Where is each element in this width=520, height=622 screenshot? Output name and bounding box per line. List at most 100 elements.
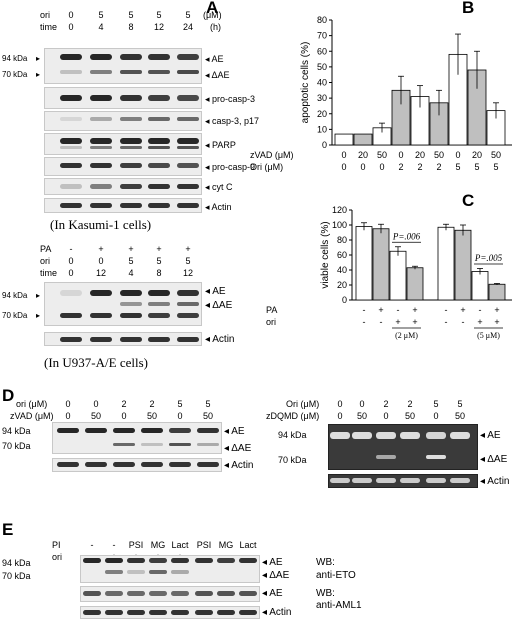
blot-band [120,70,142,74]
blot-band [330,432,350,439]
error-bar [398,75,404,105]
mw-marker-70: 70 kDa [2,571,31,581]
error-bar [395,246,401,256]
blot-band [177,302,199,306]
y-tick-label: 60 [337,250,347,260]
blot-band [171,558,189,563]
bar [353,133,373,146]
panel-d-zvad-value: 50 [202,411,214,421]
blot-band [330,478,350,483]
blot-band [376,478,396,483]
blot-band [90,184,112,189]
panel-label-e: E [2,520,14,539]
category-label-row1: 50 [491,150,501,160]
blot-label-actin: ◂ Actin [262,607,292,618]
blot-band [83,558,101,563]
blot-band [60,184,82,189]
panel-a-time2-value: 8 [156,268,162,278]
panel-a-ori2-value: 5 [128,256,134,266]
blot-band [120,203,142,208]
bar [471,271,489,301]
blot-band [57,462,79,467]
blot-band [127,591,145,596]
blot-band [149,570,167,574]
blot-band [450,478,470,483]
error-bar [379,122,385,133]
blot-band [141,428,163,433]
y-tick-label: 40 [337,265,347,275]
blot-band [426,432,446,439]
blot-band [90,313,112,318]
panel-e-pi-value: Lact [239,540,257,550]
blot-band [105,570,123,574]
error-bar [412,265,418,270]
blot-band [120,163,142,168]
bar [372,228,390,301]
blot-band [105,558,123,563]
blot-band [90,146,112,149]
blot-band [177,163,199,168]
blot-band [169,462,191,467]
panel-a-ori-label: ori [40,10,51,20]
blot-band [120,184,142,189]
panel-label-a: A [206,0,219,17]
panel-a-pa-value: + [156,244,162,254]
panel-d-ori-label: ori (μM) [16,399,48,409]
y-tick-label: 60 [317,46,327,56]
panel-a-pa-label: PA [40,244,52,254]
blot-band [120,54,142,60]
y-tick-label: 40 [317,78,327,88]
blot-label-casp-3-p17: ◂ casp-3, p17 [205,116,260,126]
blot-band [195,610,213,615]
blot-band [148,337,170,342]
blot-band [90,138,112,144]
blot-band [177,313,199,318]
panel-d-ori-value: 5 [205,399,211,409]
y-tick-label: 50 [317,62,327,72]
blot-band [376,432,396,439]
caption-u937: (In U937-A/E cells) [44,355,148,370]
category-label-row2: + [494,317,499,327]
blot-band [195,591,213,596]
error-bar [494,283,500,285]
panel-d-zdqmd-value: 0 [433,411,439,421]
category-label-row2: - [363,317,366,327]
blot-band [177,290,199,296]
blot-band [217,610,235,615]
panel-e-pi-value: MG [150,540,166,550]
blot-band [120,146,142,149]
blot-band [197,428,219,433]
blot-band [90,54,112,60]
blot-band [177,146,199,149]
category-label-row1: 20 [358,150,368,160]
y-tick-label: 70 [317,31,327,41]
panel-d-ori-value: 0 [65,399,71,409]
blot-band [120,138,142,144]
blot-label-ae: ◂ AE [262,557,283,568]
blot-band [120,337,142,342]
blot-band [90,337,112,342]
blot-band [90,117,112,121]
row2-label: Ori (μM) [250,162,283,172]
panel-e-pi-value: - [90,540,94,550]
panel-a-time2-value: 0 [68,268,74,278]
category-label-row1: + [494,305,499,315]
wb-label-aml1: WB: [316,588,335,599]
category-label-row1: - [479,305,482,315]
mw-marker-94: 94 kDa [2,54,28,63]
category-label-row2: - [462,317,465,327]
blot-band [90,290,112,296]
panel-label-b: B [462,0,475,17]
p-value-annotation: P=.006 [392,231,421,241]
blot-label-ae: ◂ AE [224,426,245,437]
blot-band [239,558,257,563]
mw-marker-94: 94 kDa [2,558,31,568]
blot-band [171,591,189,596]
panel-a-ori2-value: 0 [98,256,104,266]
blot-band [148,302,170,306]
dose-label: (2 μM) [395,331,418,340]
panel-d-ori2-value: 0 [359,399,365,409]
mw-marker-70: 70 kDa [278,455,307,465]
panel-e-pi-value: - [112,540,116,550]
